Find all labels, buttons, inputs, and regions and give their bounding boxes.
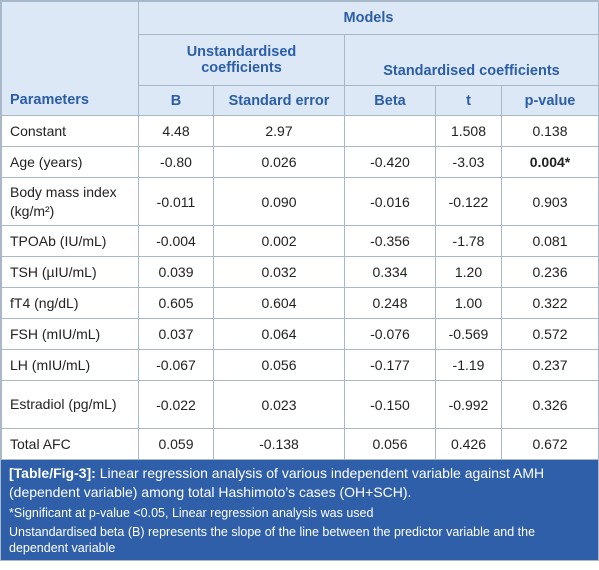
table-cell: 0.026	[213, 146, 345, 178]
caption: [Table/Fig-3]: Linear regression analysi…	[1, 460, 598, 560]
header-cell: Beta	[344, 85, 436, 116]
table-cell: -0.150	[344, 380, 436, 429]
caption-note: *Significant at p-value <0.05, Linear re…	[9, 506, 374, 520]
table-cell: 0.138	[501, 115, 599, 147]
table-cell: 2.97	[213, 115, 345, 147]
table-cell	[344, 115, 436, 147]
table-cell: FSH (mIU/mL)	[1, 318, 139, 350]
caption-text: Linear regression analysis of various in…	[9, 465, 545, 500]
table-cell: fT4 (ng/dL)	[1, 287, 139, 319]
caption-main: [Table/Fig-3]: Linear regression analysi…	[9, 464, 590, 502]
table-cell: -3.03	[435, 146, 502, 178]
table-cell: -0.004	[138, 225, 214, 257]
table-cell: -0.011	[138, 177, 214, 226]
table-cell: 0.236	[501, 256, 599, 288]
header-cell: t	[435, 85, 502, 116]
table-cell: Age (years)	[1, 146, 139, 178]
table-cell: 0.248	[344, 287, 436, 319]
table-row: FSH (mIU/mL) 0.037 0.064 -0.076 -0.569 0.572	[1, 318, 599, 350]
table-cell: -0.569	[435, 318, 502, 350]
header-cell: Models	[138, 1, 599, 35]
caption-note: Unstandardised beta (B) represents the s…	[9, 525, 536, 555]
table-row: Body mass index (kg/m²) -0.011 0.090 -0.016…	[1, 177, 599, 226]
table-cell: 0.023	[213, 380, 345, 429]
table-cell: 0.572	[501, 318, 599, 350]
table-cell: 0.039	[138, 256, 214, 288]
table-cell: 0.903	[501, 177, 599, 226]
header-cell: B	[138, 85, 214, 116]
table-cell: -0.138	[213, 428, 345, 460]
table-cell: TPOAb (IU/mL)	[1, 225, 139, 257]
table-cell: -0.122	[435, 177, 502, 226]
table-cell: 0.056	[213, 349, 345, 381]
header-cell: Standardised coefficients	[344, 34, 599, 86]
table-cell: Estradiol (pg/mL)	[1, 380, 139, 429]
header-cell: Unstandardised coefficients	[138, 34, 345, 86]
table-cell: -0.420	[344, 146, 436, 178]
table-cell: -0.80	[138, 146, 214, 178]
caption-label: [Table/Fig-3]:	[9, 465, 96, 481]
table-cell: 0.059	[138, 428, 214, 460]
table-cell: -0.016	[344, 177, 436, 226]
table-cell: 0.426	[435, 428, 502, 460]
table-cell: 4.48	[138, 115, 214, 147]
table-cell: Body mass index (kg/m²)	[1, 177, 139, 226]
table-row: Estradiol (pg/mL) -0.022 0.023 -0.150 -0.992…	[1, 380, 599, 429]
table-cell: LH (mIU/mL)	[1, 349, 139, 381]
table-cell: 0.604	[213, 287, 345, 319]
table-cell: 0.032	[213, 256, 345, 288]
table-row: fT4 (ng/dL) 0.605 0.604 0.248 1.00 0.322	[1, 287, 599, 319]
table-row: TPOAb (IU/mL) -0.004 0.002 -0.356 -1.78 0.081	[1, 225, 599, 257]
table-cell: 1.20	[435, 256, 502, 288]
table-cell: -0.022	[138, 380, 214, 429]
table-cell: -0.992	[435, 380, 502, 429]
table-cell: TSH (µIU/mL)	[1, 256, 139, 288]
table-cell: 1.508	[435, 115, 502, 147]
table-row: Constant 4.48 2.97 1.508 0.138	[1, 115, 599, 147]
table-cell: 0.056	[344, 428, 436, 460]
table-cell: 0.004*	[501, 146, 599, 178]
table-cell: 0.605	[138, 287, 214, 319]
table-cell: 0.002	[213, 225, 345, 257]
table-cell: 0.037	[138, 318, 214, 350]
header-cell: p-value	[501, 85, 599, 116]
table-cell: 0.322	[501, 287, 599, 319]
header-cell: Standard error	[213, 85, 345, 116]
table-cell: -0.177	[344, 349, 436, 381]
table-cell: 0.064	[213, 318, 345, 350]
table-cell: 1.00	[435, 287, 502, 319]
table-cell: Constant	[1, 115, 139, 147]
table-row: Age (years) -0.80 0.026 -0.420 -3.03 0.004*	[1, 146, 599, 178]
table-cell: -0.067	[138, 349, 214, 381]
table-cell: -1.78	[435, 225, 502, 257]
table-cell: Total AFC	[1, 428, 139, 460]
table-cell: -0.076	[344, 318, 436, 350]
table-cell: 0.237	[501, 349, 599, 381]
table-cell: 0.672	[501, 428, 599, 460]
table-cell: 0.081	[501, 225, 599, 257]
regression-table: Parameters Models Unstandardised coeffic…	[1, 1, 599, 460]
table-cell: 0.334	[344, 256, 436, 288]
table-cell: 0.326	[501, 380, 599, 429]
table-cell: -0.356	[344, 225, 436, 257]
table-cell: -1.19	[435, 349, 502, 381]
header-cell: Parameters	[1, 1, 139, 116]
table-row: Total AFC 0.059 -0.138 0.056 0.426 0.672	[1, 428, 599, 460]
table-cell: 0.090	[213, 177, 345, 226]
table-row: TSH (µIU/mL) 0.039 0.032 0.334 1.20 0.236	[1, 256, 599, 288]
table-row: LH (mIU/mL) -0.067 0.056 -0.177 -1.19 0.237	[1, 349, 599, 381]
